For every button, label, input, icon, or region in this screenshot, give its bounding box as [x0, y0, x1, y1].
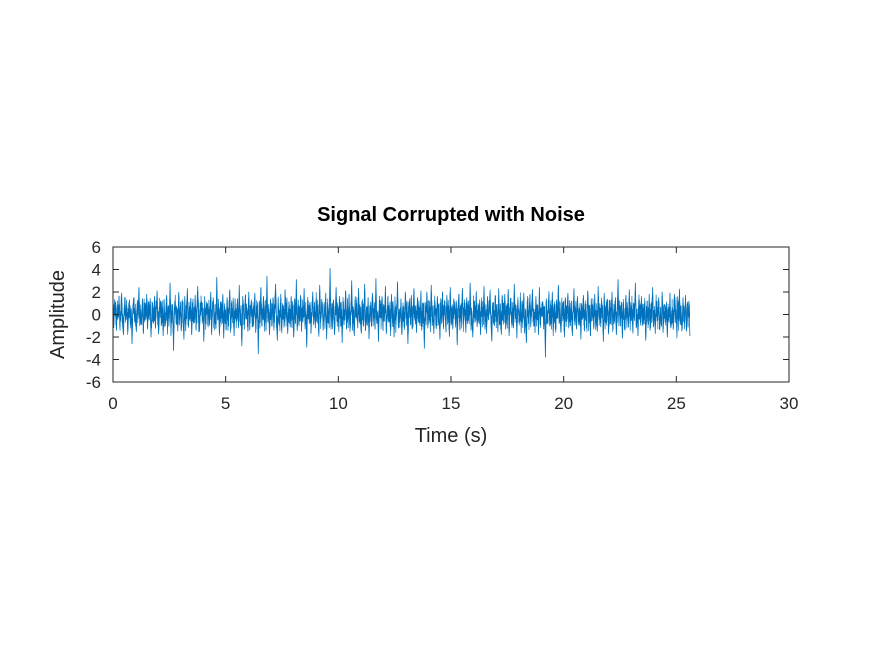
y-tick-label: 0: [92, 306, 101, 325]
y-axis-label: Amplitude: [47, 270, 69, 359]
x-tick-label: 10: [329, 394, 348, 413]
y-tick-label: 6: [92, 238, 101, 257]
series-layer: [112, 267, 691, 358]
x-tick-label: 0: [108, 394, 117, 413]
y-tick-label: 4: [92, 261, 101, 280]
series-noise-texture: [112, 275, 691, 344]
y-tick-label: -2: [86, 328, 101, 347]
x-tick-label: 20: [554, 394, 573, 413]
y-tick-label: 2: [92, 283, 101, 302]
y-tick-label: -6: [86, 373, 101, 392]
x-axis-label: Time (s): [415, 425, 488, 447]
x-tick-label: 30: [780, 394, 799, 413]
x-tick-label: 15: [442, 394, 461, 413]
x-tick-label: 5: [221, 394, 230, 413]
y-tick-label: -4: [86, 351, 101, 370]
x-tick-label: 25: [667, 394, 686, 413]
chart-title: Signal Corrupted with Noise: [317, 204, 585, 226]
x-axis-ticks: 0 5 10 15 20 25 30: [108, 247, 798, 413]
y-axis-ticks: -6 -4 -2 0 2 4 6: [86, 238, 789, 392]
